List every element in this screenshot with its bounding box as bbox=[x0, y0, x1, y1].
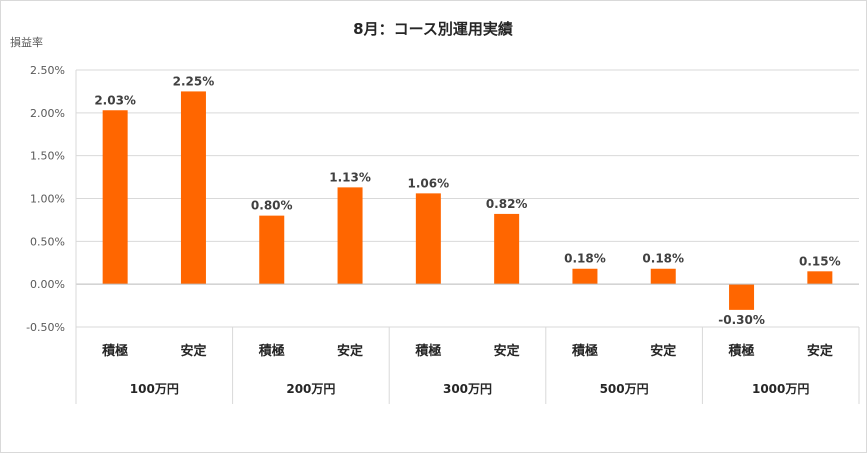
bar-value-label: 2.03% bbox=[94, 93, 136, 107]
y-tick-label: -0.50% bbox=[26, 321, 65, 334]
bar bbox=[572, 268, 598, 285]
x-category-label: 安定 bbox=[494, 343, 520, 359]
bar bbox=[415, 193, 441, 285]
x-group-label: 1000万円 bbox=[752, 382, 809, 396]
bar bbox=[180, 91, 206, 285]
bar bbox=[494, 213, 520, 285]
x-group-label: 100万円 bbox=[130, 382, 179, 396]
bar-value-label: 1.06% bbox=[408, 176, 450, 190]
x-category-label: 積極 bbox=[258, 343, 285, 359]
x-group-label: 300万円 bbox=[443, 382, 492, 396]
x-group-label: 500万円 bbox=[600, 382, 649, 396]
bar-value-label: -0.30% bbox=[718, 313, 765, 327]
x-group-label: 200万円 bbox=[286, 382, 335, 396]
bar bbox=[729, 284, 755, 310]
x-category-label: 安定 bbox=[807, 343, 833, 359]
y-tick-label: 0.50% bbox=[30, 235, 65, 248]
y-tick-label: 1.00% bbox=[30, 193, 65, 206]
bar-value-label: 0.15% bbox=[799, 254, 841, 268]
y-tick-label: 2.50% bbox=[30, 64, 65, 77]
bars bbox=[102, 91, 833, 310]
bar bbox=[259, 215, 285, 285]
x-category-label: 安定 bbox=[337, 343, 363, 359]
x-category-label: 積極 bbox=[101, 343, 128, 359]
bar bbox=[337, 187, 363, 285]
bar bbox=[650, 268, 676, 285]
bar-value-label: 0.82% bbox=[486, 197, 528, 211]
y-axis-label: 損益率 bbox=[10, 35, 43, 49]
data-labels: 2.03% 2.25% 0.80% 1.13% 1.06% 0.82% 0.18% 0.18%… bbox=[94, 74, 840, 326]
bar bbox=[102, 110, 128, 285]
x-category-label: 積極 bbox=[728, 343, 755, 359]
bar-value-label: 0.80% bbox=[251, 199, 293, 213]
y-tick-label: 0.00% bbox=[30, 278, 65, 291]
chart-title: 8月：コース別運用実績 bbox=[353, 20, 513, 38]
bar-value-label: 1.13% bbox=[329, 170, 371, 184]
x-category-label: 安定 bbox=[180, 343, 206, 359]
x-category-label: 積極 bbox=[571, 343, 598, 359]
x-category-label: 安定 bbox=[650, 343, 676, 359]
x-category-label: 積極 bbox=[414, 343, 441, 359]
bar-value-label: 2.25% bbox=[173, 74, 215, 88]
bar-value-label: 0.18% bbox=[642, 252, 684, 266]
bar-value-label: 0.18% bbox=[564, 252, 606, 266]
y-tick-label: 2.00% bbox=[30, 107, 65, 120]
bar bbox=[807, 271, 833, 285]
y-tick-label: 1.50% bbox=[30, 150, 65, 163]
axes: 2.50% 2.00% 1.50% 1.00% 0.50% 0.00% -0.50% 積極 安定… bbox=[26, 64, 860, 404]
